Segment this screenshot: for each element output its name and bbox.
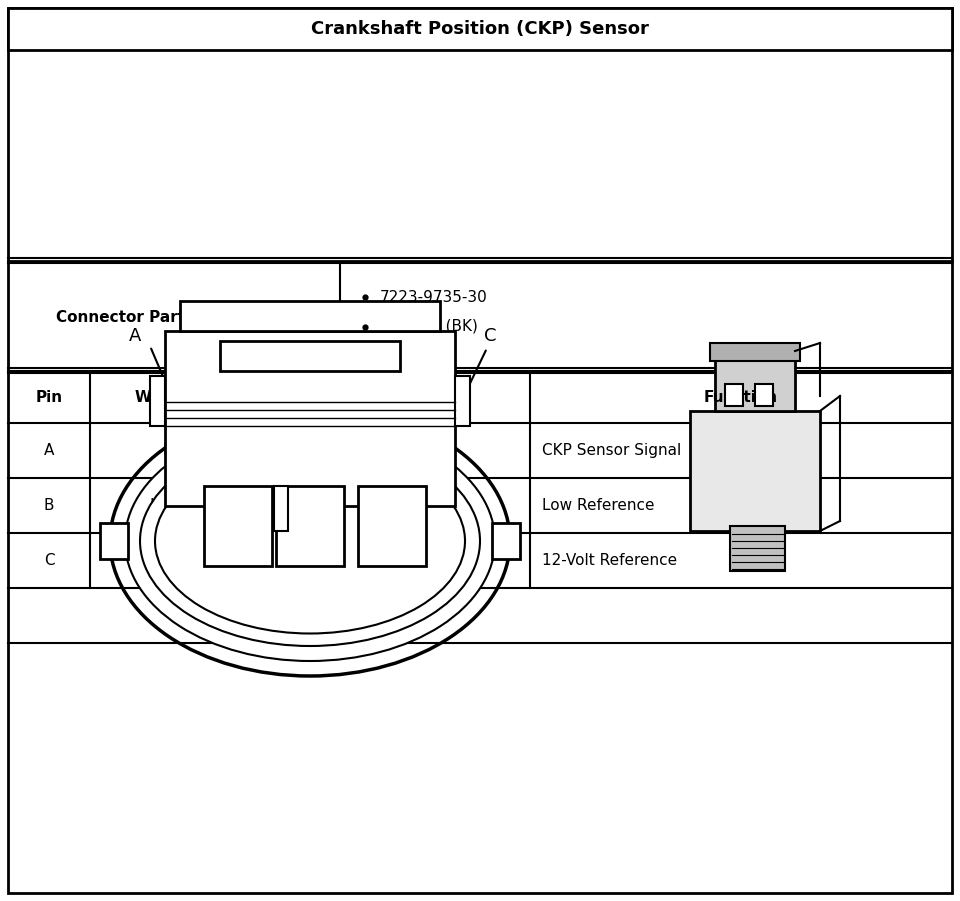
Bar bbox=[715, 351, 795, 411]
Text: Circuit No.: Circuit No. bbox=[355, 390, 445, 405]
Bar bbox=[755, 384, 773, 406]
Text: L-BU/WH: L-BU/WH bbox=[147, 553, 213, 568]
Bar bbox=[274, 486, 288, 531]
Bar bbox=[8, 8, 952, 50]
Ellipse shape bbox=[125, 421, 495, 661]
Text: Low Reference: Low Reference bbox=[542, 498, 655, 513]
Text: A: A bbox=[129, 327, 141, 345]
Text: 7223-9735-30: 7223-9735-30 bbox=[380, 289, 488, 305]
Text: C: C bbox=[484, 327, 496, 345]
Bar bbox=[180, 301, 440, 331]
Text: Wire Color: Wire Color bbox=[135, 390, 225, 405]
Bar bbox=[358, 486, 426, 566]
Text: B: B bbox=[44, 498, 55, 513]
Text: 12-Volt Reference: 12-Volt Reference bbox=[542, 553, 677, 568]
Bar bbox=[100, 523, 128, 559]
Text: CKP Sensor Signal: CKP Sensor Signal bbox=[542, 443, 682, 458]
Bar bbox=[710, 343, 800, 361]
Text: Crankshaft Position (CKP) Sensor: Crankshaft Position (CKP) Sensor bbox=[311, 20, 649, 38]
Text: L-BU: L-BU bbox=[162, 443, 198, 458]
Bar bbox=[220, 341, 400, 371]
Bar bbox=[690, 411, 820, 531]
Bar bbox=[455, 376, 470, 426]
Text: Function: Function bbox=[704, 390, 778, 405]
Text: 574: 574 bbox=[386, 498, 415, 513]
Text: 2867: 2867 bbox=[381, 553, 420, 568]
Text: 573: 573 bbox=[386, 443, 415, 458]
Text: Pin: Pin bbox=[36, 390, 62, 405]
Text: L-BU/BK: L-BU/BK bbox=[150, 498, 210, 513]
Text: A: A bbox=[44, 443, 54, 458]
Bar bbox=[730, 526, 785, 571]
Bar bbox=[725, 384, 743, 406]
Bar bbox=[204, 486, 272, 566]
Text: 3-Way F (BK): 3-Way F (BK) bbox=[380, 320, 478, 334]
Bar bbox=[165, 331, 455, 506]
Bar bbox=[150, 376, 165, 426]
Bar bbox=[276, 486, 344, 566]
Ellipse shape bbox=[140, 436, 480, 646]
Bar bbox=[492, 523, 520, 559]
Text: C: C bbox=[44, 553, 55, 568]
Ellipse shape bbox=[110, 406, 510, 676]
Text: Connector Part Information: Connector Part Information bbox=[57, 310, 292, 324]
Ellipse shape bbox=[155, 449, 465, 633]
